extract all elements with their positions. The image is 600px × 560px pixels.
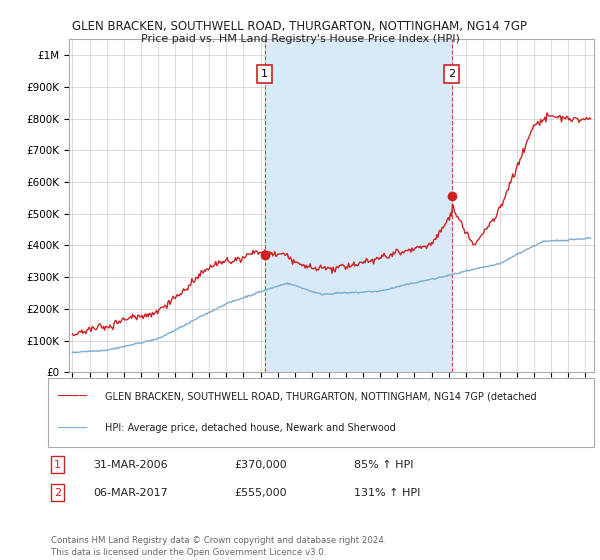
Text: ────: ──── <box>57 422 87 435</box>
Text: 131% ↑ HPI: 131% ↑ HPI <box>354 488 421 498</box>
Text: GLEN BRACKEN, SOUTHWELL ROAD, THURGARTON, NOTTINGHAM, NG14 7GP (detached: GLEN BRACKEN, SOUTHWELL ROAD, THURGARTON… <box>105 392 536 402</box>
Text: £370,000: £370,000 <box>234 460 287 470</box>
Text: 2: 2 <box>54 488 61 498</box>
Text: 2: 2 <box>448 69 455 79</box>
Text: Price paid vs. HM Land Registry's House Price Index (HPI): Price paid vs. HM Land Registry's House … <box>140 34 460 44</box>
Bar <box>265 39 452 372</box>
Text: 31-MAR-2006: 31-MAR-2006 <box>93 460 167 470</box>
Text: ────: ──── <box>57 390 87 403</box>
Text: 1: 1 <box>262 69 268 79</box>
Text: GLEN BRACKEN, SOUTHWELL ROAD, THURGARTON, NOTTINGHAM, NG14 7GP: GLEN BRACKEN, SOUTHWELL ROAD, THURGARTON… <box>73 20 527 32</box>
Text: 1: 1 <box>54 460 61 470</box>
Text: Contains HM Land Registry data © Crown copyright and database right 2024.
This d: Contains HM Land Registry data © Crown c… <box>51 536 386 557</box>
Text: 06-MAR-2017: 06-MAR-2017 <box>93 488 168 498</box>
Text: HPI: Average price, detached house, Newark and Sherwood: HPI: Average price, detached house, Newa… <box>105 423 396 433</box>
Text: £555,000: £555,000 <box>234 488 287 498</box>
Text: 85% ↑ HPI: 85% ↑ HPI <box>354 460 413 470</box>
